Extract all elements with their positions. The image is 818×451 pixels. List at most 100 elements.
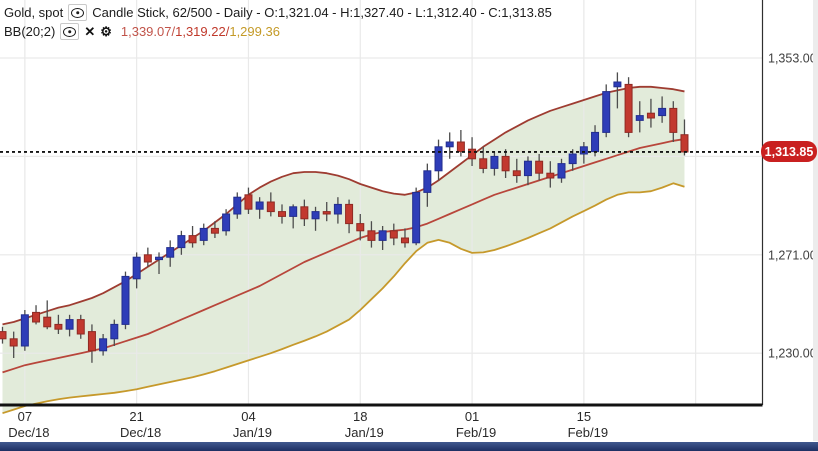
candle-body [20,314,29,347]
y-axis-label: 1,271.00 [768,248,817,262]
candle-body [210,227,219,234]
candle-body [635,115,644,121]
candle-body [602,91,611,133]
candle-body [155,256,164,261]
candle-body [468,148,477,160]
x-axis-day-label: 07 [18,409,32,424]
eye-icon [63,26,77,37]
candle-body [646,112,655,119]
candle-body [65,319,74,330]
x-axis-month-label: Dec/18 [8,425,49,440]
candle-body [289,206,298,217]
indicator-remove-icon[interactable]: ✕ [84,24,96,39]
candle-body [143,254,152,263]
candle-body [669,107,678,133]
candle-body [233,196,242,215]
indicator-label: BB(20;2) [4,24,56,39]
x-axis-day-label: 04 [241,409,255,424]
candle-body [400,237,409,244]
candle-body [333,203,342,215]
bb-separator: / [225,24,230,39]
bottom-bar [0,442,818,451]
candle-body [579,146,588,155]
candle-body [658,107,667,117]
candle-body [345,203,354,225]
candle-body [501,155,510,172]
candle-body [523,160,532,177]
symbol-label: Gold, spot [4,5,64,20]
candle-body [43,316,52,328]
candle-body [177,235,186,249]
candle-body [680,134,689,153]
band-fill [2,86,685,414]
candle-body [546,172,555,179]
candle-body [389,230,398,239]
x-axis-day-label: 01 [465,409,479,424]
bb-separator: / [171,24,176,39]
bb-upper-line [2,85,685,326]
candle-body [322,211,331,215]
candle-body [199,227,208,241]
candle-body [412,191,421,244]
x-axis-month-label: Jan/19 [345,425,384,440]
chart-header: Gold, spot Candle Stick, 62/500 - Daily … [4,3,552,41]
x-axis-month-label: Feb/19 [568,425,608,440]
candle-body [110,323,119,340]
right-scroll-strip[interactable] [813,0,818,441]
eye-icon [71,7,85,18]
x-axis-month-label: Jan/19 [233,425,272,440]
candle-body [166,247,175,258]
candle-body [557,163,566,179]
indicator-settings-icon[interactable]: ⚙ [100,24,112,39]
candle-body [99,338,108,352]
candle-body [356,223,365,232]
candle-body [0,331,7,340]
candle-body [624,83,633,133]
candle-body [512,170,521,177]
bb-upper-value: 1,339.07 [120,24,172,39]
candle-body [222,213,231,232]
indicator-values: 1,339.07/1,319.22/1,299.36 [121,22,280,41]
candle-body [54,323,63,330]
candle-body [32,311,41,323]
series-summary: Candle Stick, 62/500 - Daily - O:1,321.0… [92,5,552,20]
y-axis-label: 1,230.00 [768,347,817,361]
candle-body [456,141,465,153]
candle-body [311,211,320,220]
last-price-badge: 1,313.85 [761,141,817,162]
candle-body [591,131,600,153]
candle-body [132,256,141,280]
candle-body [423,170,432,193]
candle-body [266,201,275,213]
candle-body [613,81,622,88]
candle-body [445,141,454,148]
candle-body [244,194,253,210]
candle-body [300,206,309,220]
candle-body [76,319,85,335]
candle-body [378,230,387,241]
bb-middle-line [2,138,685,374]
candle-body [490,155,499,169]
candle-body [535,160,544,174]
candle-body [9,338,18,347]
candle-body [479,158,488,169]
candle-body [188,235,197,244]
candle-body [255,201,264,210]
indicator-eye-icon[interactable] [60,23,80,40]
candle-body [367,230,376,241]
x-axis-month-label: Dec/18 [120,425,161,440]
candle-body [568,153,577,165]
candle-body [278,211,286,217]
bb-middle-value: 1,319.22 [175,24,226,39]
series-visibility-eye-icon[interactable] [68,4,88,21]
x-axis-day-label: 18 [353,409,367,424]
candle-body [87,331,96,352]
bb-lower-value: 1,299.36 [229,24,280,39]
x-axis-day-label: 21 [129,409,143,424]
x-axis-day-label: 15 [577,409,591,424]
y-axis-label: 1,353.00 [768,52,817,66]
bb-lower-line [2,182,685,415]
candle-body [121,275,130,325]
